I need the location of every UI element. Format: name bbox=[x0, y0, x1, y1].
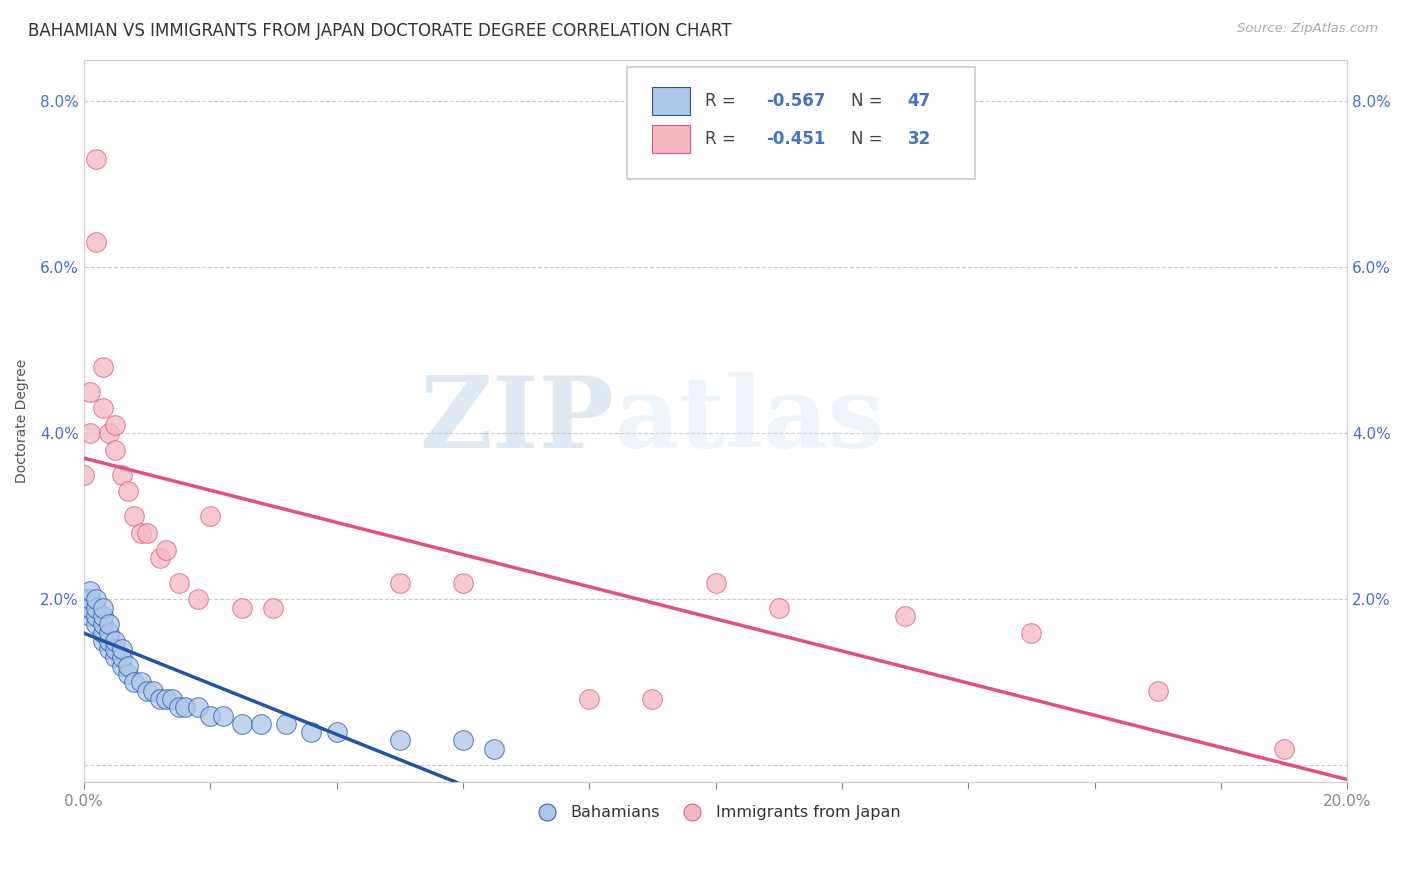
Point bbox=[198, 509, 221, 524]
Point bbox=[104, 442, 127, 457]
Point bbox=[124, 675, 146, 690]
Point bbox=[104, 417, 127, 432]
Point bbox=[451, 575, 474, 590]
Point bbox=[578, 692, 600, 706]
Text: atlas: atlas bbox=[614, 372, 884, 469]
Point bbox=[249, 717, 271, 731]
Point bbox=[111, 650, 134, 665]
Point bbox=[91, 617, 114, 632]
Point bbox=[98, 617, 121, 632]
Point bbox=[641, 692, 664, 706]
Point bbox=[704, 575, 727, 590]
FancyBboxPatch shape bbox=[627, 67, 974, 178]
Point bbox=[484, 741, 506, 756]
Point bbox=[111, 467, 134, 482]
Point bbox=[136, 683, 159, 698]
Point bbox=[98, 625, 121, 640]
Text: -0.567: -0.567 bbox=[766, 92, 825, 110]
Text: N =: N = bbox=[851, 130, 887, 148]
Point bbox=[129, 525, 152, 540]
Point bbox=[149, 692, 172, 706]
Point bbox=[117, 484, 139, 499]
Point bbox=[86, 235, 108, 250]
Y-axis label: Doctorate Degree: Doctorate Degree bbox=[15, 359, 30, 483]
Text: R =: R = bbox=[706, 130, 741, 148]
Point bbox=[79, 584, 101, 599]
Point bbox=[73, 592, 96, 607]
Point bbox=[86, 617, 108, 632]
Point bbox=[117, 667, 139, 681]
Point bbox=[129, 675, 152, 690]
Text: 32: 32 bbox=[908, 130, 931, 148]
Point bbox=[104, 650, 127, 665]
Point bbox=[86, 600, 108, 615]
Point bbox=[117, 658, 139, 673]
Point bbox=[174, 700, 197, 714]
Point bbox=[325, 725, 347, 739]
Point bbox=[149, 550, 172, 565]
Point bbox=[211, 708, 233, 723]
Point bbox=[274, 717, 297, 731]
Point bbox=[73, 467, 96, 482]
Text: ZIP: ZIP bbox=[419, 372, 614, 469]
Point bbox=[1272, 741, 1295, 756]
Text: -0.451: -0.451 bbox=[766, 130, 825, 148]
Point bbox=[79, 426, 101, 441]
Point bbox=[231, 717, 253, 731]
Point bbox=[98, 426, 121, 441]
Point bbox=[79, 609, 101, 624]
Point bbox=[155, 542, 177, 557]
Point bbox=[98, 633, 121, 648]
Point bbox=[187, 700, 209, 714]
Point bbox=[79, 592, 101, 607]
Point bbox=[198, 708, 221, 723]
Point bbox=[262, 600, 284, 615]
Point bbox=[167, 700, 190, 714]
Point bbox=[187, 592, 209, 607]
Point bbox=[91, 609, 114, 624]
Point bbox=[91, 633, 114, 648]
Point bbox=[388, 575, 411, 590]
Point bbox=[167, 575, 190, 590]
FancyBboxPatch shape bbox=[652, 126, 690, 153]
Point bbox=[1021, 625, 1043, 640]
Point bbox=[155, 692, 177, 706]
Point bbox=[86, 609, 108, 624]
Point bbox=[91, 359, 114, 374]
Point bbox=[136, 525, 159, 540]
Point bbox=[73, 600, 96, 615]
Text: N =: N = bbox=[851, 92, 887, 110]
Text: 47: 47 bbox=[908, 92, 931, 110]
Point bbox=[104, 642, 127, 657]
Point bbox=[98, 642, 121, 657]
Point bbox=[86, 592, 108, 607]
Point bbox=[299, 725, 322, 739]
Text: R =: R = bbox=[706, 92, 741, 110]
FancyBboxPatch shape bbox=[652, 87, 690, 114]
Point bbox=[86, 153, 108, 167]
Point bbox=[79, 384, 101, 399]
Point bbox=[451, 733, 474, 747]
Point bbox=[104, 633, 127, 648]
Point bbox=[91, 600, 114, 615]
Point bbox=[231, 600, 253, 615]
Point bbox=[91, 401, 114, 416]
Point bbox=[79, 600, 101, 615]
Point bbox=[91, 625, 114, 640]
Point bbox=[124, 509, 146, 524]
Point bbox=[388, 733, 411, 747]
Point bbox=[142, 683, 165, 698]
Point bbox=[111, 642, 134, 657]
Text: Source: ZipAtlas.com: Source: ZipAtlas.com bbox=[1237, 22, 1378, 36]
Point bbox=[111, 658, 134, 673]
Legend: Bahamians, Immigrants from Japan: Bahamians, Immigrants from Japan bbox=[524, 798, 907, 826]
Point bbox=[768, 600, 790, 615]
Point bbox=[1146, 683, 1168, 698]
Point bbox=[162, 692, 184, 706]
Text: BAHAMIAN VS IMMIGRANTS FROM JAPAN DOCTORATE DEGREE CORRELATION CHART: BAHAMIAN VS IMMIGRANTS FROM JAPAN DOCTOR… bbox=[28, 22, 731, 40]
Point bbox=[894, 609, 917, 624]
